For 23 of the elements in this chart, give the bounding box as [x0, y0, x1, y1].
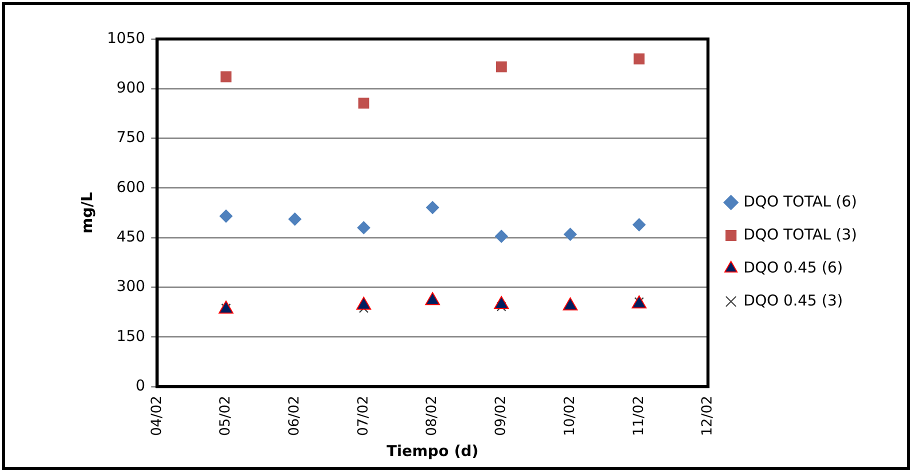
x-tick-label: 07/02: [355, 396, 372, 436]
y-tick-label: 150: [116, 326, 146, 345]
x-tick-label: 09/02: [493, 396, 510, 436]
y-tick-label: 600: [116, 178, 146, 196]
legend-label: DQO TOTAL (6): [743, 192, 858, 210]
legend-label: DQO 0.45 (6): [743, 258, 843, 276]
x-tick-label: 06/02: [286, 396, 303, 436]
x-axis-title: Tiempo (d): [386, 442, 479, 460]
x-tick-label: 11/02: [630, 396, 647, 436]
x-tick-label: 04/02: [148, 396, 165, 436]
y-tick-label: 450: [116, 228, 146, 246]
legend-label: DQO 0.45 (3): [743, 291, 843, 310]
y-tick-label: 750: [116, 128, 146, 146]
y-tick-label: 300: [116, 277, 146, 296]
x-tick-label: 05/02: [218, 396, 234, 436]
y-tick-label: 0: [136, 376, 146, 395]
y-tick-label: 900: [116, 78, 146, 97]
x-tick-label: 08/02: [424, 396, 440, 436]
x-tick-label: 12/02: [700, 396, 716, 436]
y-tick-label: 1050: [106, 28, 146, 47]
x-tick-label: 10/02: [562, 396, 578, 436]
legend-label: DQO TOTAL (3): [743, 225, 858, 244]
y-axis-title: mg/L: [78, 192, 96, 234]
